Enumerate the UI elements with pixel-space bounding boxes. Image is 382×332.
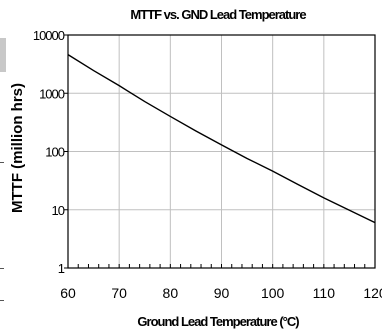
y-axis-label: MTTF (million hrs) [9, 83, 26, 213]
x-tick-label: 110 [313, 285, 336, 301]
edge-tick-mark [0, 268, 4, 269]
x-tick-label: 100 [261, 285, 285, 301]
y-tick-label: 10000 [33, 28, 65, 43]
y-tick-label: 1 [58, 261, 65, 276]
edge-tick-mark [0, 300, 4, 301]
x-minor-ticks [77, 264, 366, 268]
x-tick-label: 90 [214, 285, 230, 301]
y-tick-label: 10 [52, 203, 65, 218]
series-layer [67, 54, 376, 224]
x-tick-label: 60 [60, 285, 76, 301]
x-tick-labels: 60 70 80 90 100 110 120 [60, 285, 382, 301]
y-tick-label: 1000 [39, 86, 65, 101]
x-tick-label: 70 [111, 285, 127, 301]
y-tick-labels: 1 10 100 1000 10000 [33, 28, 66, 276]
x-tick-label: 120 [363, 285, 382, 301]
mttf-series-line [67, 54, 376, 224]
edge-decoration [0, 38, 6, 72]
chart-title: MTTF vs. GND Lead Temperature [130, 7, 306, 22]
y-tick-label: 100 [45, 145, 64, 160]
x-tick-label: 80 [163, 285, 179, 301]
gridlines [68, 35, 375, 268]
edge-tick-mark [0, 162, 4, 163]
x-axis-label: Ground Lead Temperature (°C) [137, 314, 299, 329]
